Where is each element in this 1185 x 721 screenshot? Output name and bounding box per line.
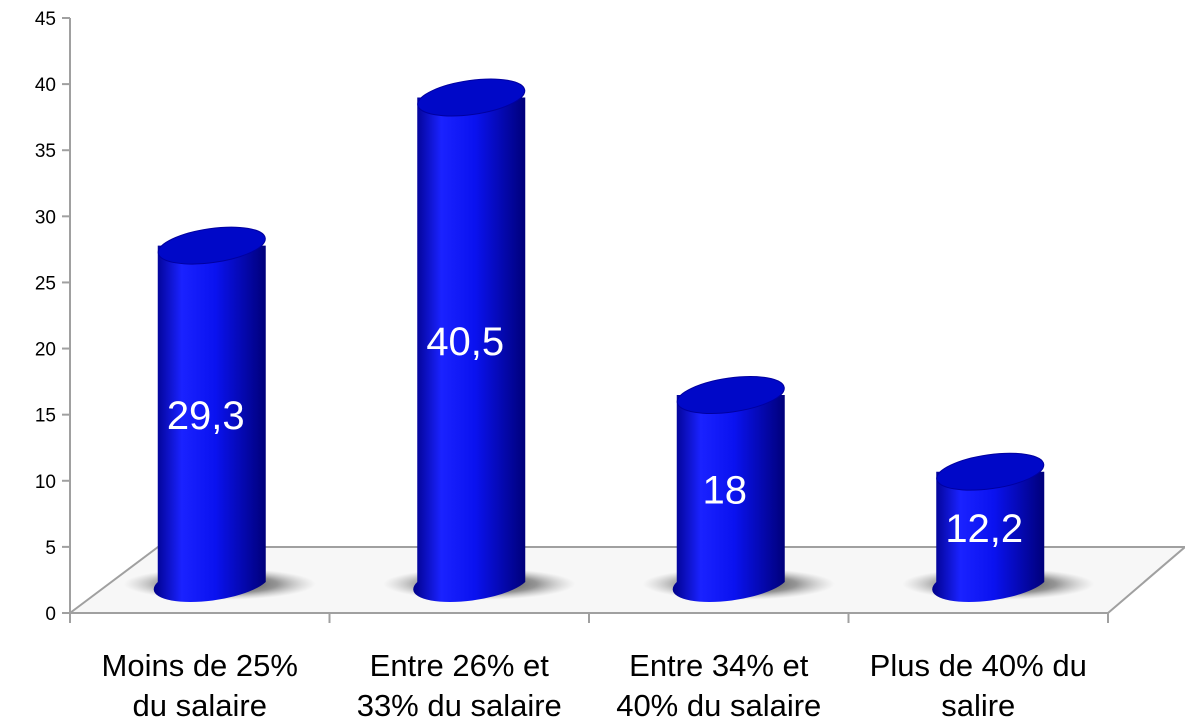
bar-top-cap (417, 78, 526, 117)
x-category-label-line: Moins de 25% (102, 648, 298, 683)
bar (902, 452, 1095, 602)
y-tick-label: 35 (35, 141, 56, 162)
x-category-label: Entre 26% et 33% du salaire (357, 648, 562, 721)
y-axis: 0 5 10 15 20 25 30 35 40 45 (35, 9, 71, 625)
x-category-label-line: salire (941, 688, 1015, 721)
bar-body (413, 97, 526, 602)
bar-top-cap (157, 226, 266, 265)
y-tick-label: 40 (35, 75, 56, 96)
x-category-label: Entre 34% et 40% du salaire (616, 648, 821, 721)
y-tick-label: 45 (35, 9, 56, 30)
y-tick-label: 5 (45, 538, 56, 559)
bar (383, 78, 576, 602)
bar-body (932, 471, 1045, 602)
x-category-label-line: du salaire (133, 688, 267, 721)
y-tick-label: 30 (35, 207, 56, 228)
x-category-label: Moins de 25% du salaire (102, 648, 298, 721)
x-category-label-line: 40% du salaire (616, 688, 821, 721)
y-tick-label: 10 (35, 472, 56, 493)
x-axis: Moins de 25% du salaire Entre 26% et 33% du… (69, 612, 1109, 721)
y-tick-label: 20 (35, 340, 56, 361)
data-label: 29,3 (167, 394, 245, 438)
data-labels: 29,3 40,5 18 12,2 (167, 320, 1023, 551)
bar (642, 376, 835, 602)
bar-body (153, 245, 266, 602)
data-label: 18 (703, 469, 748, 513)
bar-top-cap (936, 452, 1045, 491)
bar (123, 226, 316, 602)
x-category-label-line: Entre 26% et (370, 648, 550, 683)
x-category-label: Plus de 40% du salire (870, 648, 1087, 721)
x-category-label-line: 33% du salaire (357, 688, 562, 721)
bar-top-cap (676, 376, 785, 414)
bar-body (672, 395, 785, 602)
data-label: 40,5 (426, 320, 504, 364)
y-tick-label: 0 (45, 604, 56, 625)
y-tick-label: 15 (35, 406, 56, 427)
y-tick-label: 25 (35, 273, 56, 294)
x-category-label-line: Entre 34% et (629, 648, 809, 683)
bar-series (123, 78, 1095, 602)
x-category-label-line: Plus de 40% du (870, 648, 1087, 683)
data-label: 12,2 (945, 507, 1023, 551)
